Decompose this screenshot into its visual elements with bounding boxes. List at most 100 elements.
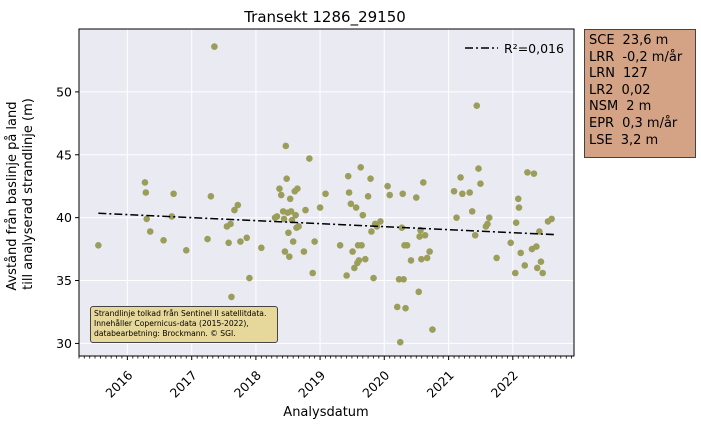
data-point: [287, 208, 295, 215]
data-point: [211, 43, 218, 50]
stat-key: LR2: [589, 82, 614, 98]
data-point: [234, 201, 242, 209]
data-point: [367, 175, 374, 182]
trend-line: [98, 212, 555, 236]
stat-row-lrn: LRN 127: [589, 66, 691, 83]
data-point: [412, 194, 420, 201]
data-point: [258, 244, 265, 252]
data-point: [281, 248, 289, 255]
data-point: [418, 255, 425, 263]
data-point: [485, 214, 493, 221]
y-tick-label: 30: [56, 336, 72, 351]
data-point: [512, 219, 520, 226]
data-point: [524, 169, 531, 176]
x-tick-label: 2019: [295, 367, 328, 400]
data-point: [309, 269, 316, 277]
stat-key: LRN: [589, 66, 615, 82]
data-point: [347, 200, 355, 208]
stat-value: 0,3 m/år: [622, 115, 678, 131]
y-tick-label: 50: [56, 84, 72, 99]
stat-key: EPR: [589, 115, 615, 131]
data-point: [336, 242, 344, 249]
x-axis-label: Analysdatum: [283, 405, 368, 420]
data-point: [355, 257, 363, 264]
data-point: [277, 191, 285, 199]
data-point: [359, 211, 367, 219]
data-point: [283, 175, 290, 182]
data-point: [345, 189, 353, 196]
data-point: [399, 190, 407, 198]
data-point: [370, 274, 377, 282]
data-point: [95, 242, 102, 249]
data-point: [231, 206, 238, 214]
data-point: [533, 243, 540, 250]
data-point: [295, 223, 302, 230]
y-tick-label: 40: [56, 210, 72, 225]
data-point: [143, 215, 150, 223]
data-point: [227, 220, 234, 228]
data-point: [457, 174, 464, 181]
data-point: [168, 213, 176, 220]
grid-lines: [79, 29, 574, 356]
data-point: [300, 248, 308, 255]
plot-frame: [78, 28, 575, 357]
stat-value: 2 m: [626, 99, 652, 115]
data-point: [280, 215, 288, 223]
data-point: [302, 206, 309, 214]
data-point: [530, 170, 538, 177]
y-tick-label: 35: [56, 273, 72, 288]
data-point: [423, 254, 431, 262]
y-axis-label: Avstånd från baslinje på land till analy…: [5, 97, 36, 290]
data-point: [142, 189, 150, 196]
data-point: [493, 254, 500, 262]
data-point: [475, 165, 482, 172]
stat-row-nsm: NSM 2 m: [589, 99, 691, 116]
attribution-line: Strandlinje tolkad från Sentinel II sate…: [94, 309, 267, 318]
data-point: [537, 258, 545, 265]
data-point: [466, 189, 474, 196]
data-point: [515, 204, 523, 211]
data-point: [533, 264, 541, 272]
data-point: [420, 179, 427, 186]
y-axis-label-line-2: till analyserad strandlinje (m): [21, 98, 36, 290]
data-point: [402, 304, 409, 312]
data-point: [403, 242, 411, 249]
data-point: [426, 248, 433, 255]
stat-value: -0,2 m/år: [622, 49, 683, 65]
data-point: [349, 248, 356, 255]
stat-row-epr: EPR 0,3 m/år: [589, 116, 691, 133]
data-point: [207, 192, 215, 200]
x-tick-label: 2016: [102, 367, 135, 400]
data-point: [514, 195, 522, 203]
data-point: [343, 272, 350, 279]
data-point: [286, 195, 294, 203]
data-point: [521, 262, 529, 269]
data-point: [539, 269, 546, 277]
data-point: [416, 233, 423, 240]
x-tick-label: 2020: [359, 367, 392, 400]
data-point: [377, 218, 384, 225]
x-tick-label: 2017: [167, 368, 200, 401]
stat-key: NSM: [589, 99, 619, 115]
data-point: [364, 192, 372, 200]
data-point: [228, 293, 235, 301]
y-axis-label-line-1: Avstånd från baslinje på land: [5, 101, 20, 290]
data-point: [351, 264, 358, 272]
data-point: [294, 185, 301, 193]
data-point: [246, 274, 253, 282]
x-tick-label: 2018: [231, 367, 264, 400]
data-point: [358, 242, 365, 249]
stat-value: 0,02: [621, 82, 651, 98]
data-point: [289, 238, 297, 245]
data-point: [357, 164, 365, 171]
data-point: [517, 249, 525, 257]
chart-title: Transekt 1286_29150: [243, 8, 406, 27]
data-point: [368, 228, 375, 235]
stat-value: 3,2 m: [620, 132, 659, 148]
data-point: [477, 180, 484, 187]
data-point: [182, 247, 190, 254]
stat-row-lrr: LRR -0,2 m/år: [589, 50, 691, 67]
x-tick-label: 2021: [424, 368, 457, 401]
data-point: [407, 257, 415, 264]
